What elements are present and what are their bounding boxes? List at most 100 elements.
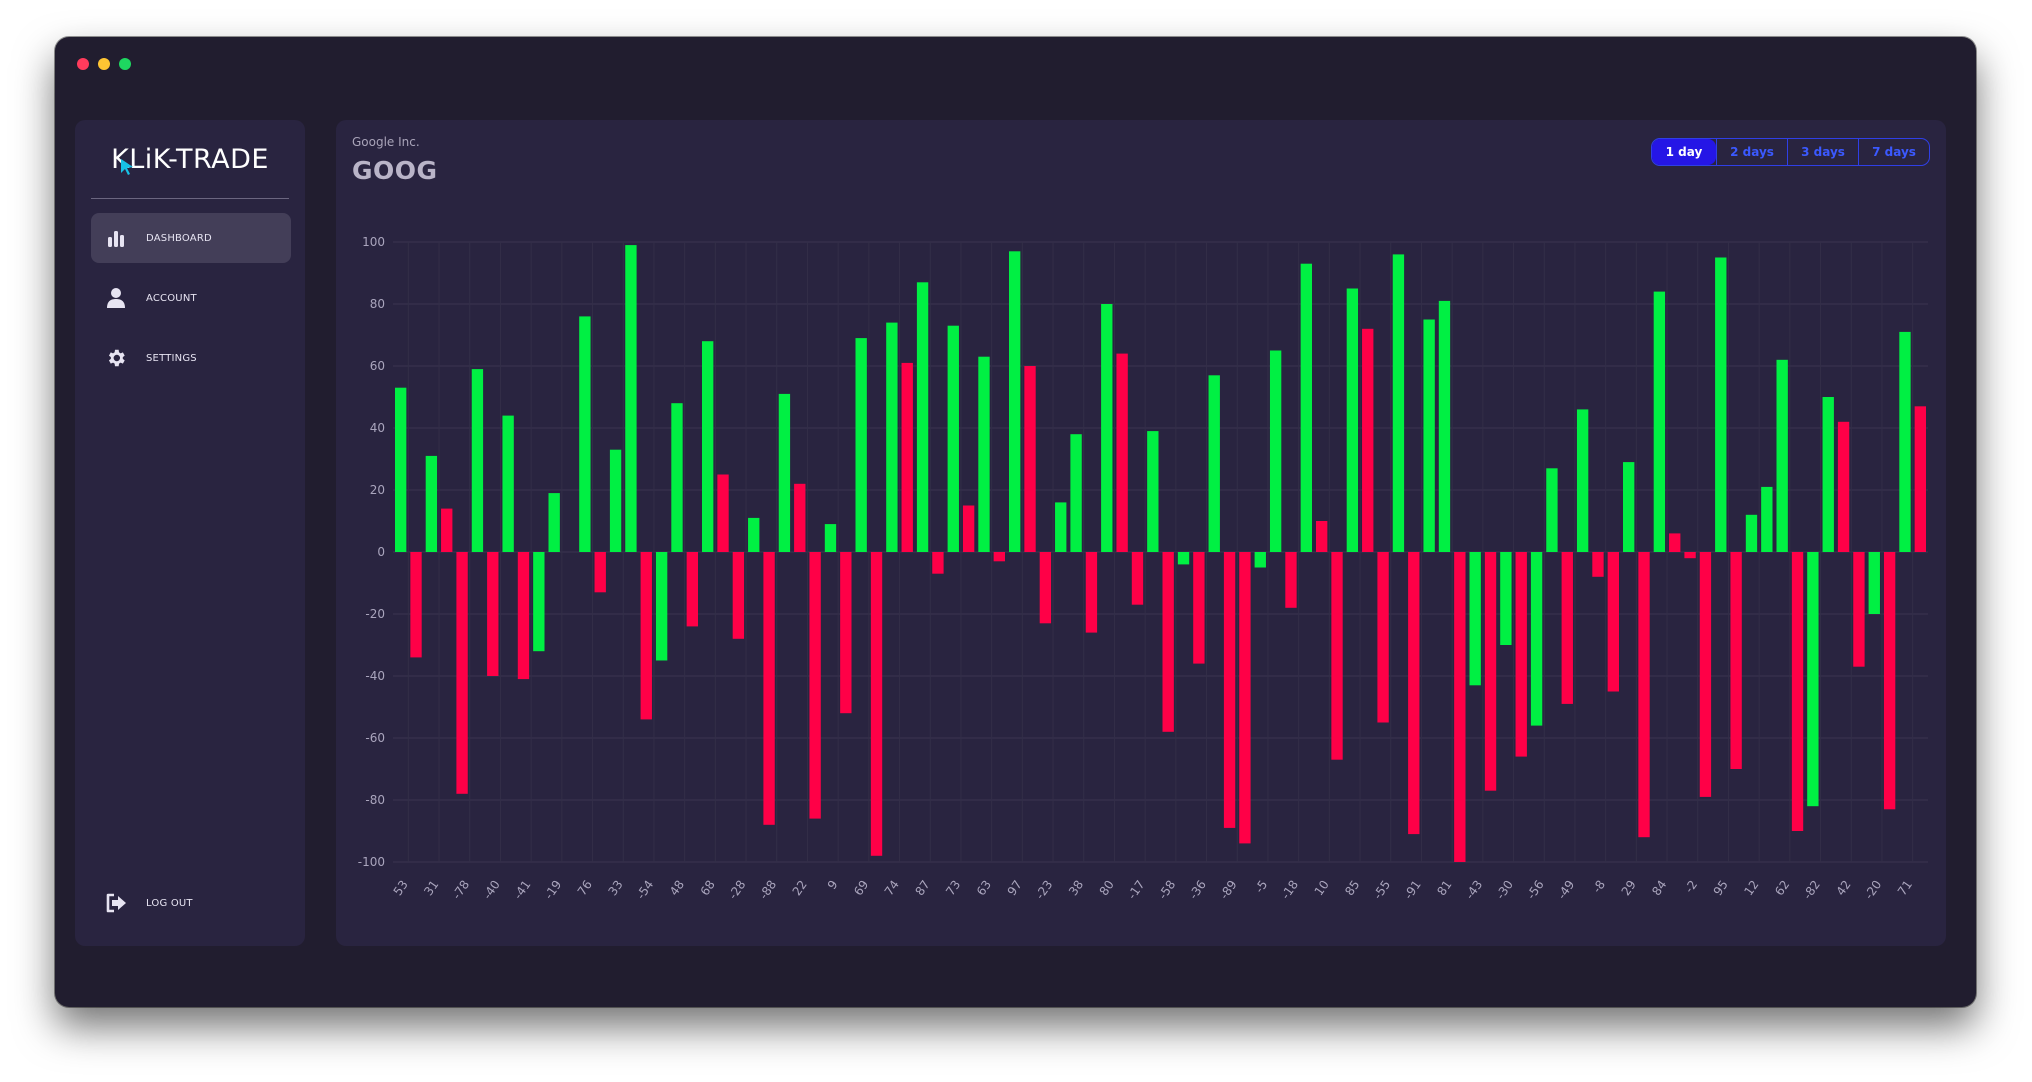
- chart-bar: [962, 505, 975, 552]
- chart-bar: [1131, 552, 1144, 605]
- minimize-window-button[interactable]: [98, 58, 110, 70]
- x-tick-label: 38: [1066, 878, 1086, 899]
- chart-bar: [1607, 552, 1619, 692]
- x-tick-label: -19: [542, 878, 565, 902]
- chart-bar: [1561, 552, 1573, 704]
- chart-bar: [1300, 263, 1312, 552]
- x-tick-label: -89: [1217, 878, 1240, 902]
- chart-bar: [1085, 552, 1098, 633]
- chart-bar: [425, 455, 438, 552]
- chart-bar: [1438, 300, 1451, 552]
- chart-bar: [1208, 375, 1220, 552]
- y-tick-label: -100: [358, 855, 385, 869]
- chart-bar: [840, 552, 852, 714]
- chart-bar: [763, 552, 775, 825]
- chart-bar: [1807, 552, 1819, 807]
- chart-bar: [932, 552, 944, 574]
- x-tick-label: 97: [1005, 878, 1025, 899]
- window-controls: [77, 58, 131, 70]
- x-tick-label: 22: [790, 878, 810, 899]
- chart-bar: [1269, 350, 1282, 552]
- y-tick-label: 40: [370, 421, 385, 435]
- x-tick-label: 84: [1649, 878, 1669, 899]
- logout-icon: [104, 891, 128, 915]
- chart-bar: [1822, 397, 1834, 552]
- chart-bar: [748, 517, 760, 552]
- sidebar-item-settings[interactable]: SETTINGS: [91, 333, 291, 383]
- x-tick-label: -28: [726, 878, 749, 902]
- chart-bar: [717, 474, 729, 552]
- range-2-days-button[interactable]: 2 days: [1716, 139, 1787, 165]
- chart-bar: [517, 552, 530, 680]
- close-window-button[interactable]: [77, 58, 89, 70]
- chart-bar: [671, 403, 683, 552]
- chart-bar: [456, 552, 468, 794]
- x-tick-label: 53: [391, 878, 411, 899]
- chart-bar: [1899, 331, 1911, 552]
- chart-bar: [1392, 254, 1405, 552]
- x-tick-label: 69: [851, 878, 871, 899]
- chart-bar: [1454, 552, 1466, 862]
- chart-bar: [1009, 251, 1021, 553]
- chart-bar: [901, 362, 913, 552]
- chart-bar: [1515, 552, 1527, 757]
- chart-bar: [1147, 431, 1159, 552]
- chart-bar: [1177, 552, 1190, 565]
- chart-bar: [1024, 366, 1036, 552]
- chart-bar: [1193, 552, 1205, 664]
- chart-bar: [1546, 468, 1558, 552]
- chart-bar: [579, 316, 591, 552]
- chart-bar: [502, 415, 514, 552]
- chart-bar: [1254, 552, 1266, 568]
- chart-bar: [1469, 552, 1481, 686]
- x-tick-label: 76: [575, 878, 595, 899]
- chart-bar: [778, 393, 791, 552]
- sidebar-item-label: ACCOUNT: [146, 292, 197, 304]
- company-name: Google Inc.: [352, 135, 420, 149]
- bar-chart-icon: [104, 226, 128, 250]
- chart-bar: [1408, 552, 1420, 835]
- chart-bar: [794, 483, 806, 552]
- chart-bar: [886, 322, 898, 552]
- chart-bar: [686, 552, 698, 627]
- x-tick-label: -88: [756, 878, 779, 902]
- chart-bar: [1162, 552, 1174, 732]
- sidebar-item-dashboard[interactable]: DASHBOARD: [91, 213, 291, 263]
- chart-bar: [1530, 552, 1543, 726]
- chart-bar: [1914, 406, 1926, 552]
- chart-bar: [1699, 552, 1712, 797]
- x-tick-label: -91: [1401, 878, 1424, 902]
- chart-bar: [1070, 434, 1082, 552]
- chart-bar: [809, 552, 821, 819]
- y-tick-label: -40: [365, 669, 385, 683]
- chart-bar: [870, 552, 883, 856]
- chart-bar: [625, 245, 637, 552]
- range-7-days-button[interactable]: 7 days: [1858, 139, 1929, 165]
- chart-bar: [1715, 257, 1727, 552]
- x-tick-label: 42: [1833, 878, 1853, 899]
- x-tick-label: -20: [1862, 878, 1885, 902]
- chart-bar: [1730, 552, 1742, 769]
- x-tick-label: 63: [974, 878, 994, 899]
- chart-bar: [947, 325, 959, 552]
- sidebar-item-label: SETTINGS: [146, 352, 197, 364]
- chart-bar: [1883, 552, 1896, 810]
- chart-bar: [1331, 552, 1343, 760]
- chart-bar: [594, 552, 606, 593]
- chart-bar: [441, 508, 453, 552]
- logout-button[interactable]: LOG OUT: [91, 878, 291, 928]
- range-1-day-button[interactable]: 1 day: [1652, 139, 1716, 165]
- zoom-window-button[interactable]: [119, 58, 131, 70]
- x-tick-label: 12: [1741, 878, 1761, 899]
- range-3-days-button[interactable]: 3 days: [1787, 139, 1858, 165]
- chart-bar: [1223, 552, 1236, 828]
- chart-bar: [1377, 552, 1389, 723]
- x-tick-label: -40: [480, 878, 503, 902]
- y-tick-label: 60: [370, 359, 385, 373]
- sidebar-item-account[interactable]: ACCOUNT: [91, 273, 291, 323]
- x-tick-label: 95: [1711, 878, 1731, 899]
- sidebar: KLiK-TRADE DASHBOARD ACCOUNT SETTINGS: [75, 120, 305, 946]
- y-tick-label: 0: [377, 545, 385, 559]
- cursor-icon: [121, 159, 133, 175]
- x-tick-label: -55: [1370, 878, 1393, 902]
